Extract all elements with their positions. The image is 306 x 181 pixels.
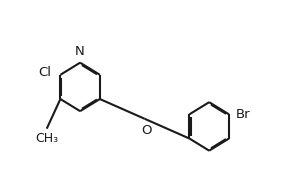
Text: Cl: Cl (39, 66, 51, 79)
Text: O: O (141, 124, 152, 137)
Text: Br: Br (236, 108, 251, 121)
Text: CH₃: CH₃ (35, 132, 58, 145)
Text: N: N (75, 45, 85, 58)
